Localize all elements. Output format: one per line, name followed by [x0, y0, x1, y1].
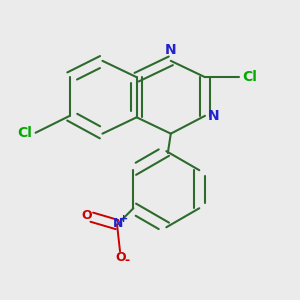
Text: -: -	[124, 254, 129, 267]
Text: Cl: Cl	[243, 70, 258, 84]
Text: +: +	[119, 214, 128, 224]
Text: N: N	[165, 43, 177, 57]
Text: N: N	[207, 109, 219, 123]
Text: O: O	[81, 209, 92, 223]
Text: O: O	[115, 251, 126, 264]
Text: N: N	[113, 217, 123, 230]
Text: Cl: Cl	[17, 126, 32, 140]
